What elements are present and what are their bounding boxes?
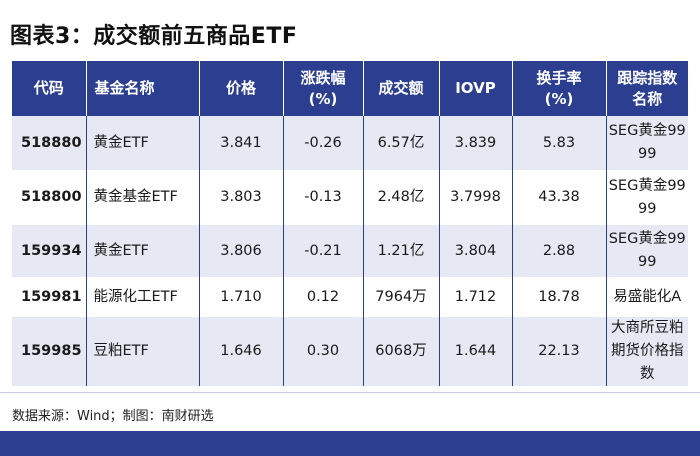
cell-code: 518800 <box>12 170 87 225</box>
header-iovp: IOVP <box>439 61 513 116</box>
cell-turnover: 43.38 <box>512 170 607 225</box>
cell-volume: 6068万 <box>363 317 440 386</box>
cell-iovp: 1.712 <box>439 277 513 317</box>
table-row: 159934 黄金ETF 3.806 -0.21 1.21亿 3.804 2.8… <box>12 225 688 277</box>
cell-name: 黄金基金ETF <box>86 170 200 225</box>
cell-name: 豆粕ETF <box>86 317 200 386</box>
cell-iovp: 1.644 <box>439 317 513 386</box>
cell-code: 159981 <box>12 277 87 317</box>
source-note: 数据来源：Wind；制图：南财研选 <box>12 409 214 424</box>
cell-index: SEG黄金9999 <box>606 116 688 170</box>
cell-turnover: 5.83 <box>512 116 607 170</box>
etf-table: 代码 基金名称 价格 涨跌幅 (%) 成交额 IOVP 换手率 (%) 跟踪指数… <box>12 61 688 386</box>
table-row: 518880 黄金ETF 3.841 -0.26 6.57亿 3.839 5.8… <box>12 116 688 170</box>
header-index-line1: 跟踪指数 <box>617 68 678 87</box>
cell-volume: 1.21亿 <box>363 225 440 277</box>
table-row: 518800 黄金基金ETF 3.803 -0.13 2.48亿 3.7998 … <box>12 170 688 225</box>
header-change-line2: (%) <box>308 89 338 108</box>
cell-name: 黄金ETF <box>86 116 200 170</box>
cell-turnover: 22.13 <box>512 317 607 386</box>
etf-table-container: 代码 基金名称 价格 涨跌幅 (%) 成交额 IOVP 换手率 (%) 跟踪指数… <box>12 61 688 386</box>
cell-price: 3.841 <box>199 116 284 170</box>
header-turnover-line1: 换手率 <box>536 68 582 87</box>
cell-iovp: 3.804 <box>439 225 513 277</box>
header-price: 价格 <box>199 61 284 116</box>
footer-divider <box>0 392 700 393</box>
header-index: 跟踪指数 名称 <box>606 61 688 116</box>
cell-code: 518880 <box>12 116 87 170</box>
header-code: 代码 <box>12 61 87 116</box>
header-turnover: 换手率 (%) <box>512 61 607 116</box>
header-volume: 成交额 <box>363 61 440 116</box>
cell-price: 3.806 <box>199 225 284 277</box>
cell-change: 0.30 <box>283 317 364 386</box>
header-name: 基金名称 <box>86 61 200 116</box>
cell-code: 159985 <box>12 317 87 386</box>
header-change-line1: 涨跌幅 <box>300 68 346 87</box>
cell-iovp: 3.7998 <box>439 170 513 225</box>
cell-price: 3.803 <box>199 170 284 225</box>
cell-turnover: 18.78 <box>512 277 607 317</box>
cell-change: -0.26 <box>283 116 364 170</box>
cell-change: -0.13 <box>283 170 364 225</box>
cell-volume: 7964万 <box>363 277 440 317</box>
cell-change: 0.12 <box>283 277 364 317</box>
table-row: 159985 豆粕ETF 1.646 0.30 6068万 1.644 22.1… <box>12 317 688 386</box>
cell-code: 159934 <box>12 225 87 277</box>
cell-price: 1.710 <box>199 277 284 317</box>
cell-index: 易盛能化A <box>606 277 688 317</box>
cell-name: 黄金ETF <box>86 225 200 277</box>
cell-index: 大商所豆粕期货价格指数 <box>606 317 688 386</box>
table-row: 159981 能源化工ETF 1.710 0.12 7964万 1.712 18… <box>12 277 688 317</box>
header-change: 涨跌幅 (%) <box>283 61 364 116</box>
table-header-row: 代码 基金名称 价格 涨跌幅 (%) 成交额 IOVP 换手率 (%) 跟踪指数… <box>12 61 688 116</box>
cell-turnover: 2.88 <box>512 225 607 277</box>
cell-name: 能源化工ETF <box>86 277 200 317</box>
header-turnover-line2: (%) <box>544 89 574 108</box>
chart-title: 图表3：成交额前五商品ETF <box>10 24 298 49</box>
cell-volume: 6.57亿 <box>363 116 440 170</box>
cell-index: SEG黄金9999 <box>606 225 688 277</box>
cell-volume: 2.48亿 <box>363 170 440 225</box>
footer-bar <box>0 431 700 456</box>
cell-index: SEG黄金9999 <box>606 170 688 225</box>
cell-change: -0.21 <box>283 225 364 277</box>
cell-iovp: 3.839 <box>439 116 513 170</box>
cell-price: 1.646 <box>199 317 284 386</box>
header-index-line2: 名称 <box>632 89 663 108</box>
